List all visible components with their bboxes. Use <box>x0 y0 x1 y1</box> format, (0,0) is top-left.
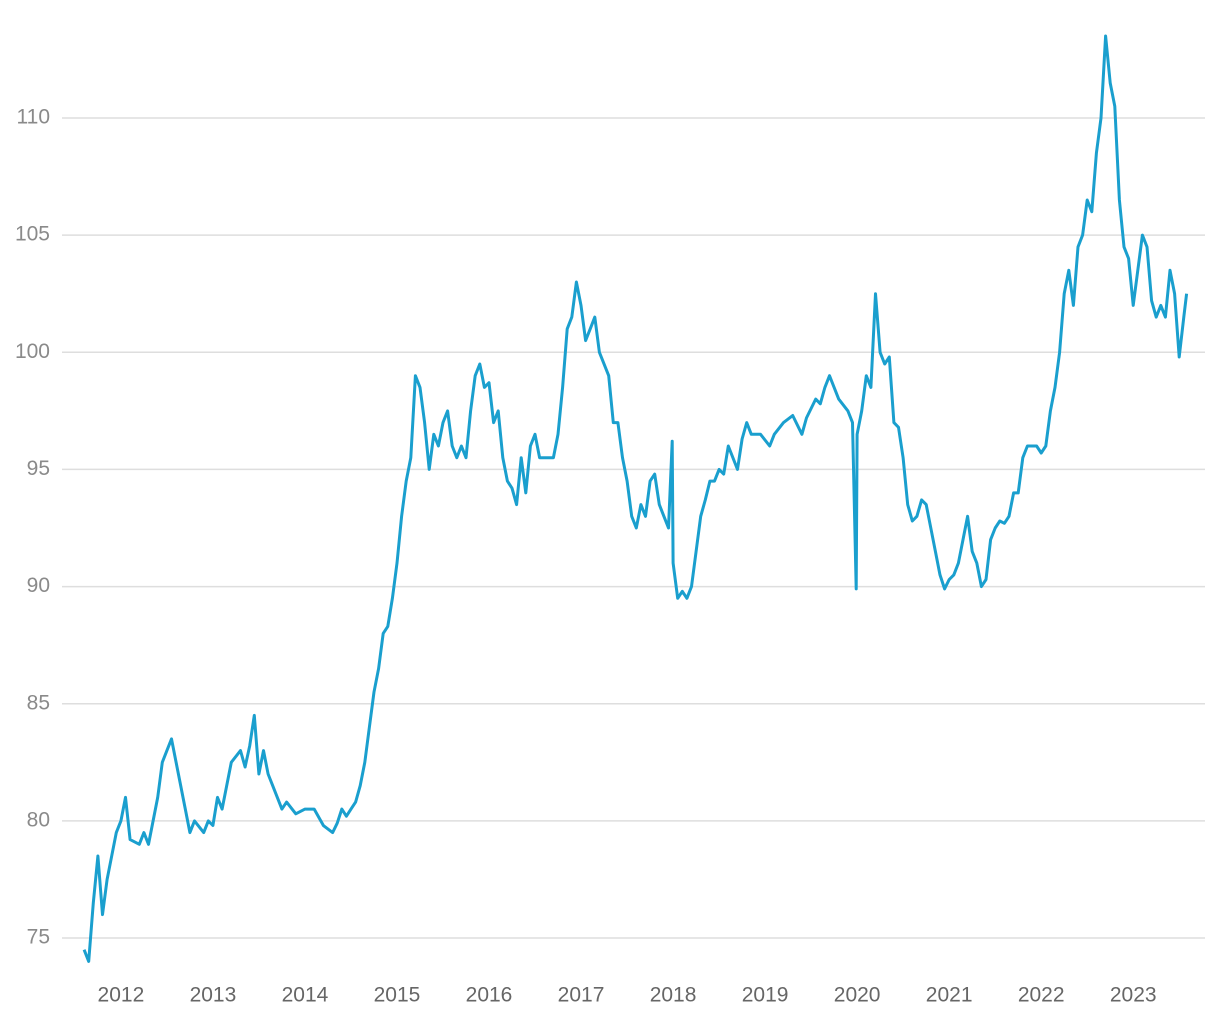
x-tick-label: 2018 <box>650 984 697 1007</box>
x-tick-label: 2020 <box>834 984 881 1007</box>
x-tick-label: 2023 <box>1110 984 1157 1007</box>
y-tick-label: 100 <box>15 340 50 363</box>
x-tick-label: 2019 <box>742 984 789 1007</box>
x-tick-label: 2015 <box>374 984 421 1007</box>
x-tick-label: 2013 <box>190 984 237 1007</box>
x-tick-label: 2016 <box>466 984 513 1007</box>
x-tick-label: 2017 <box>558 984 605 1007</box>
y-tick-label: 110 <box>17 106 50 129</box>
x-tick-label: 2014 <box>282 984 329 1007</box>
line <box>82 34 1189 963</box>
y-tick-label: 85 <box>27 691 50 714</box>
x-tick-label: 2012 <box>98 984 145 1007</box>
y-tick-label: 75 <box>27 926 50 949</box>
x-tick-label: 2022 <box>1018 984 1065 1007</box>
y-tick-label: 95 <box>27 457 50 480</box>
y-tick-label: 90 <box>27 574 50 597</box>
y-tick-label: 80 <box>27 808 50 831</box>
y-tick-label: 105 <box>15 223 50 246</box>
x-tick-label: 2021 <box>926 984 973 1007</box>
